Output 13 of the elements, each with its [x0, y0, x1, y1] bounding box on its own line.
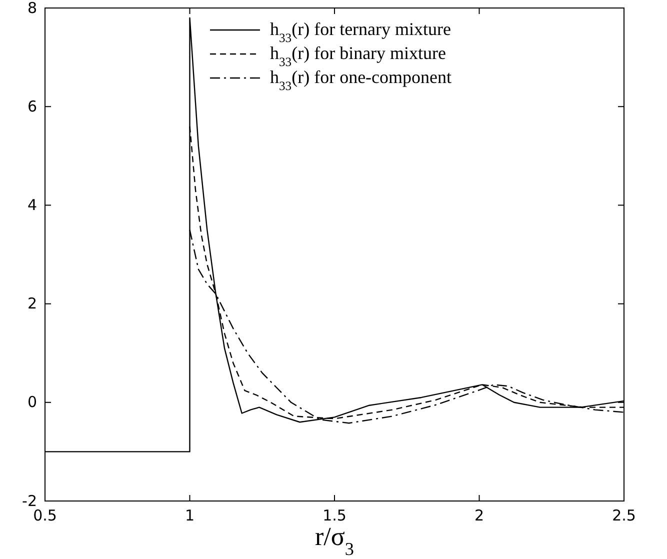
y-tick-label: 8	[27, 0, 37, 17]
x-axis-title: r/σ$_{3}$	[315, 522, 354, 559]
y-tick-label: 0	[27, 393, 37, 412]
legend-label: h$_{33}$(r) for ternary mixture	[270, 19, 452, 45]
legend-label: h$_{33}$(r) for one-component	[270, 67, 452, 93]
x-tick-label: 2	[474, 506, 484, 525]
y-tick-label: 6	[27, 97, 37, 116]
y-tick-label: 4	[27, 196, 37, 214]
x-tick-label: 1	[184, 506, 195, 525]
legend-label: h$_{33}$(r) for binary mixture	[270, 43, 446, 69]
x-tick-label: 1.5	[322, 506, 346, 525]
x-tick-label: 2.5	[612, 506, 636, 525]
y-tick-label: 2	[27, 294, 37, 313]
